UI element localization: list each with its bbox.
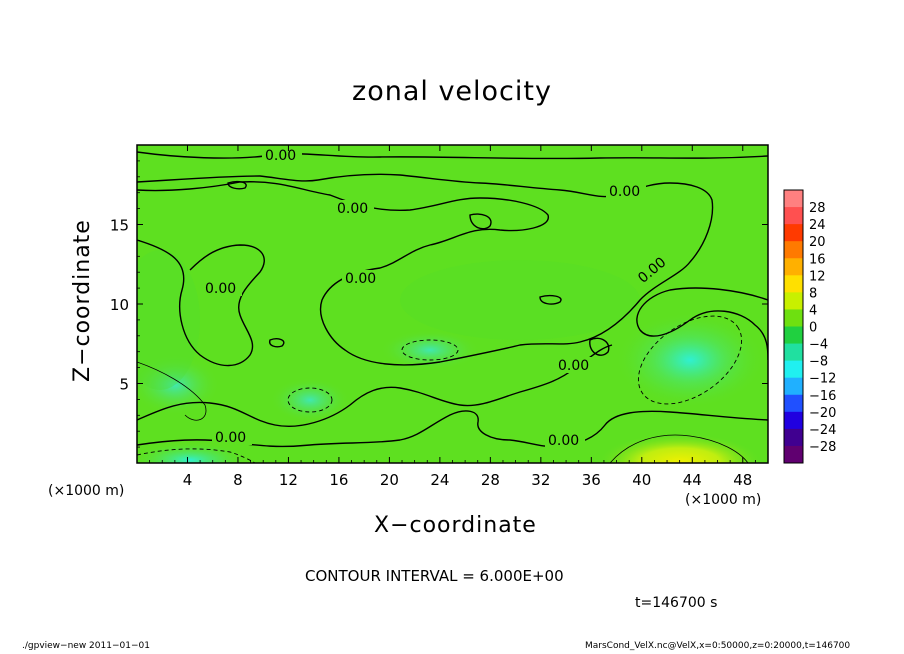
colorbar-label: 24 [809, 218, 826, 233]
colorbar-label: −12 [809, 372, 836, 387]
contour-small-1 [539, 294, 562, 305]
contour-label: 0.00 [558, 358, 589, 374]
contour-interval-text: CONTOUR INTERVAL = 6.000E+00 [305, 567, 564, 585]
x-axis-unit-right: (×1000 m) [685, 492, 762, 508]
contour-small-3 [589, 337, 610, 356]
contour-lines [137, 151, 768, 448]
colorbar-label: 16 [809, 252, 826, 267]
colorbar-label: −20 [809, 406, 836, 421]
x-tick-label: 48 [733, 471, 752, 489]
colorbar-label: −4 [809, 338, 828, 353]
colorbar-swatch [784, 258, 803, 276]
colorbar-frame [783, 189, 804, 464]
colorbar-swatch [784, 343, 803, 362]
colorbar-swatch [784, 394, 803, 413]
colorbar-swatch [784, 292, 803, 310]
x-tick-label: 8 [233, 471, 243, 489]
contour-label: 0.00 [609, 184, 640, 200]
contour-dashed [137, 315, 743, 463]
colorbar-label: −28 [809, 440, 836, 455]
colorbar-swatch [784, 275, 803, 293]
y-tick-label: 10 [110, 296, 129, 314]
x-tick-label: 44 [683, 471, 702, 489]
colorbar-label: 8 [809, 286, 817, 301]
colorbar-label: 12 [809, 269, 826, 284]
colorbar-swatch [784, 377, 803, 396]
contour-zero-bottom [137, 410, 768, 448]
colorbar-swatch [784, 224, 803, 242]
contour-label: 0.00 [215, 430, 246, 446]
y-tick-label: 5 [119, 376, 129, 394]
x-tick-label: 28 [481, 471, 500, 489]
contour-small-5 [227, 180, 247, 190]
contour-label: 0.00 [265, 148, 296, 164]
colorbar-swatch [784, 309, 803, 327]
colorbar-label: −16 [809, 389, 836, 404]
footer-left: ./gpview−new 2011−01−01 [22, 641, 150, 651]
y-tick-label: 15 [110, 217, 129, 235]
heatmap-field [137, 145, 768, 463]
colorbar-swatch [784, 207, 803, 225]
time-text: t=146700 s [635, 595, 718, 611]
colorbar-label: −8 [809, 355, 828, 370]
x-tick-label: 4 [183, 471, 193, 489]
contour-zero-lower [137, 344, 613, 427]
contour-zero-mid [137, 239, 265, 367]
contour-zero-top [137, 151, 768, 160]
colorbar-swatch [784, 326, 803, 345]
x-tick-label: 32 [531, 471, 550, 489]
y-axis-ticks: 5 10 15 [110, 160, 768, 448]
x-axis-label: X−coordinate [374, 513, 537, 538]
x-tick-label: 12 [279, 471, 298, 489]
y-axis-label: Z−coordinate [70, 219, 95, 382]
colorbar-swatch [784, 360, 803, 379]
x-tick-label: 20 [380, 471, 399, 489]
colorbar-label: 4 [809, 303, 817, 318]
colorbar-swatch [784, 241, 803, 259]
contour-label: 0.00 [337, 201, 368, 217]
colorbar-label: 0 [809, 321, 817, 336]
contour-small-2 [469, 213, 492, 230]
chart-title: zonal velocity [352, 76, 552, 107]
colorbar-label: 28 [809, 201, 826, 216]
colorbar-swatch [784, 428, 803, 447]
colorbar: 28 24 20 16 12 8 4 0 −4 −8 −12 −16 −20 −24 −28 [783, 189, 836, 464]
contour-small-4 [269, 338, 285, 348]
footer-right: MarsCond_VelX.nc@VelX,x=0:50000,z=0:2000… [585, 641, 851, 651]
contour-positive [137, 361, 749, 463]
colorbar-swatch [784, 190, 803, 208]
x-tick-label: 36 [582, 471, 601, 489]
contour-label: 0.00 [205, 281, 236, 297]
colorbar-swatch [784, 411, 803, 430]
contour-zero-right [636, 287, 768, 361]
x-axis-unit-left: (×1000 m) [48, 483, 125, 499]
x-tick-label: 24 [430, 471, 449, 489]
colorbar-label: 20 [809, 235, 826, 250]
colorbar-label: −24 [809, 423, 836, 438]
x-tick-label: 40 [632, 471, 651, 489]
colorbar-swatch [784, 445, 803, 464]
contour-label: 0.00 [345, 271, 376, 287]
contour-zero-upper [137, 173, 714, 366]
contour-label: 0.00 [548, 433, 579, 449]
x-tick-label: 16 [329, 471, 348, 489]
x-axis-ticks: 4 8 12 16 20 24 28 32 36 40 44 48 [149, 145, 756, 489]
